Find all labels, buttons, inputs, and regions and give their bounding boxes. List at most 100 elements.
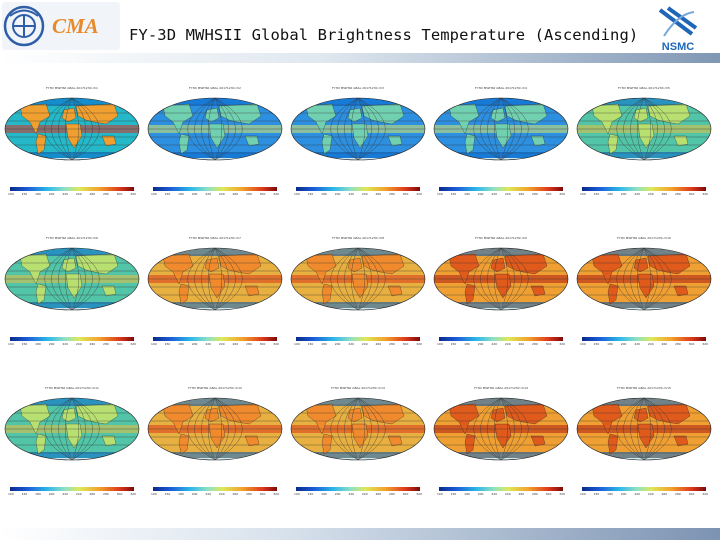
colorbar-tick: 240: [75, 342, 82, 346]
colorbar: [439, 487, 563, 491]
colorbar-tick: 240: [504, 192, 511, 196]
colorbar-ticks: 100 150 180 200 220 240 260 280 300 320: [437, 192, 565, 196]
colorbar-tick: 180: [464, 192, 470, 196]
global-map: [4, 97, 140, 161]
map-panel-label: FY3D MWHSII GBAL 20171230 ch8: [332, 236, 384, 240]
colorbar-tick: 200: [334, 492, 341, 496]
colorbar-tick: 300: [116, 342, 123, 346]
colorbar-tick: 180: [321, 492, 327, 496]
colorbar-tick: 220: [491, 342, 498, 346]
colorbar-tick: 180: [35, 342, 41, 346]
map-panel-label: FY3D MWHSII GBAL 20171230 ch3: [332, 86, 384, 90]
colorbar-tick: 300: [545, 492, 552, 496]
global-map: [433, 397, 569, 461]
map-panel-label: FY3D MWHSII GBAL 20171230 ch1: [46, 86, 98, 90]
global-map: [576, 97, 712, 161]
colorbar-tick: 220: [62, 192, 69, 196]
colorbar-tick: 100: [294, 492, 300, 496]
colorbar-tick: 320: [416, 192, 422, 196]
colorbar-tick: 200: [191, 192, 198, 196]
map-panel-label: FY3D MWHSII GBAL 20171230 ch13: [331, 386, 385, 390]
colorbar-tick: 150: [164, 192, 171, 196]
colorbar-tick: 320: [130, 342, 136, 346]
colorbar-tick: 300: [688, 192, 695, 196]
colorbar-tick: 220: [205, 342, 212, 346]
colorbar-tick: 240: [361, 192, 368, 196]
colorbar-tick: 280: [675, 192, 681, 196]
colorbar-tick: 280: [246, 342, 252, 346]
colorbar-tick: 100: [294, 342, 300, 346]
map-panel: FY3D MWHSII GBAL 20171230 ch10: [574, 236, 714, 364]
colorbar-tick: 320: [416, 492, 422, 496]
colorbar-tick: 300: [688, 342, 695, 346]
colorbar-tick: 300: [545, 342, 552, 346]
colorbar-tick: 260: [518, 342, 525, 346]
colorbar-tick: 280: [532, 342, 538, 346]
colorbar: [296, 337, 420, 341]
colorbar-tick: 300: [259, 342, 266, 346]
colorbar-tick: 220: [348, 342, 355, 346]
colorbar-tick: 220: [348, 492, 355, 496]
colorbar-tick: 240: [218, 492, 225, 496]
colorbar-tick: 100: [8, 342, 14, 346]
colorbar-tick: 260: [232, 492, 239, 496]
colorbar-tick: 240: [218, 192, 225, 196]
colorbar: [439, 337, 563, 341]
colorbar-tick: 100: [580, 192, 586, 196]
colorbar-ticks: 100 150 180 200 220 240 260 280 300 320: [8, 192, 136, 196]
colorbar-tick: 180: [35, 192, 41, 196]
colorbar-tick: 260: [232, 342, 239, 346]
map-panel: FY3D MWHSII GBAL 20171230 ch12: [145, 386, 285, 514]
map-panel: FY3D MWHSII GBAL 20171230 ch6: [2, 236, 142, 364]
colorbar-tick: 260: [518, 492, 525, 496]
colorbar-tick: 260: [375, 342, 382, 346]
colorbar-tick: 150: [593, 492, 600, 496]
colorbar-tick: 150: [21, 342, 28, 346]
global-map: [576, 397, 712, 461]
colorbar-tick: 240: [75, 192, 82, 196]
colorbar-tick: 260: [661, 342, 668, 346]
colorbar-tick: 220: [62, 342, 69, 346]
colorbar: [582, 187, 706, 191]
colorbar: [10, 487, 134, 491]
colorbar-tick: 180: [321, 192, 327, 196]
colorbar-tick: 150: [164, 342, 171, 346]
colorbar-tick: 200: [191, 342, 198, 346]
map-panel: FY3D MWHSII GBAL 20171230 ch4: [431, 86, 571, 214]
global-map: [576, 247, 712, 311]
colorbar-tick: 280: [675, 342, 681, 346]
map-panel-label: FY3D MWHSII GBAL 20171230 ch11: [45, 386, 99, 390]
colorbar-tick: 220: [634, 192, 641, 196]
colorbar-ticks: 100 150 180 200 220 240 260 280 300 320: [294, 492, 422, 496]
colorbar-tick: 150: [307, 342, 314, 346]
colorbar-tick: 260: [375, 492, 382, 496]
colorbar-tick: 240: [647, 492, 654, 496]
footer-divider: [0, 528, 720, 540]
map-panel: FY3D MWHSII GBAL 20171230 ch13: [288, 386, 428, 514]
colorbar-tick: 100: [437, 492, 443, 496]
colorbar-tick: 200: [48, 192, 55, 196]
colorbar: [10, 337, 134, 341]
colorbar-ticks: 100 150 180 200 220 240 260 280 300 320: [580, 342, 708, 346]
colorbar-tick: 260: [375, 192, 382, 196]
colorbar-tick: 320: [130, 192, 136, 196]
colorbar-tick: 150: [593, 342, 600, 346]
colorbar-tick: 320: [416, 342, 422, 346]
colorbar-tick: 220: [491, 192, 498, 196]
colorbar-tick: 150: [307, 192, 314, 196]
colorbar-tick: 200: [620, 192, 627, 196]
colorbar-tick: 200: [477, 192, 484, 196]
colorbar-tick: 200: [620, 342, 627, 346]
colorbar-tick: 300: [688, 492, 695, 496]
colorbar-tick: 280: [389, 192, 395, 196]
colorbar: [153, 337, 277, 341]
map-panel: FY3D MWHSII GBAL 20171230 ch15: [574, 386, 714, 514]
colorbar-tick: 100: [437, 192, 443, 196]
global-map: [147, 397, 283, 461]
map-panel-label: FY3D MWHSII GBAL 20171230 ch5: [618, 86, 670, 90]
map-panel: FY3D MWHSII GBAL 20171230 ch7: [145, 236, 285, 364]
colorbar-tick: 300: [259, 492, 266, 496]
map-panel: FY3D MWHSII GBAL 20171230 ch14: [431, 386, 571, 514]
colorbar-tick: 320: [273, 192, 279, 196]
colorbar-tick: 220: [205, 492, 212, 496]
